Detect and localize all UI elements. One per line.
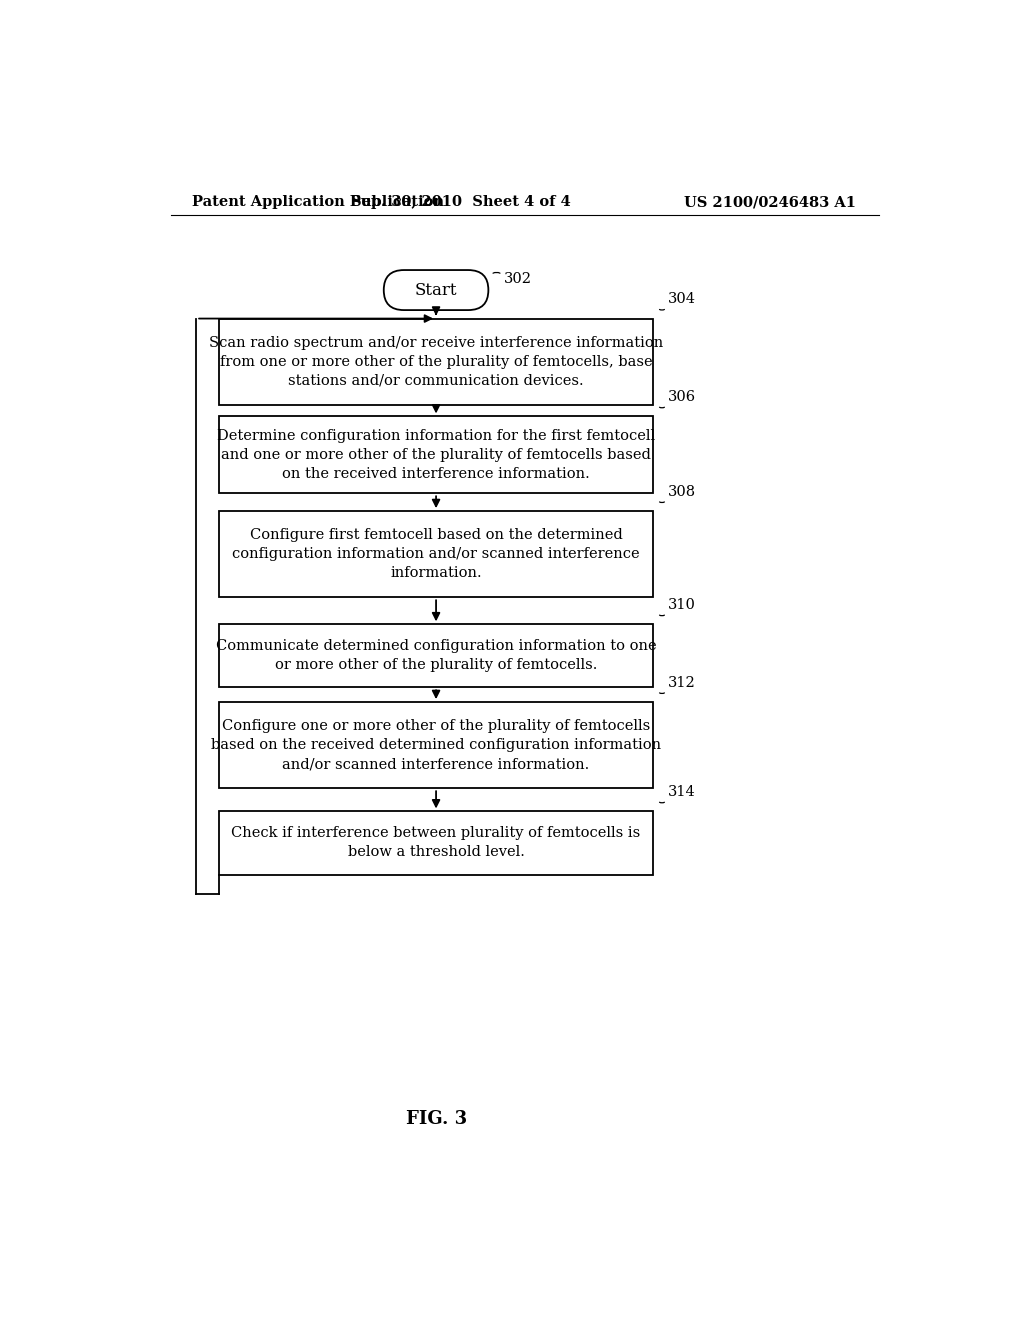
Text: Communicate determined configuration information to one
or more other of the plu: Communicate determined configuration inf… [216, 639, 656, 672]
Text: Scan radio spectrum and/or receive interference information
from one or more oth: Scan radio spectrum and/or receive inter… [209, 335, 664, 388]
Text: 308: 308 [669, 484, 696, 499]
Text: Determine configuration information for the first femtocell
and one or more othe: Determine configuration information for … [217, 429, 655, 480]
Text: Configure one or more other of the plurality of femtocells
based on the received: Configure one or more other of the plura… [211, 719, 662, 771]
Text: 310: 310 [669, 598, 696, 612]
Text: 312: 312 [669, 676, 696, 689]
FancyBboxPatch shape [384, 271, 488, 310]
Text: 304: 304 [669, 292, 696, 306]
Bar [219, 416, 652, 494]
Text: 306: 306 [669, 389, 696, 404]
Bar [219, 318, 652, 405]
Text: 302: 302 [504, 272, 531, 285]
Bar [219, 511, 652, 598]
Text: US 2100/0246483 A1: US 2100/0246483 A1 [684, 195, 856, 210]
Bar [219, 624, 652, 688]
Text: Configure first femtocell based on the determined
configuration information and/: Configure first femtocell based on the d… [232, 528, 640, 579]
Bar [219, 702, 652, 788]
Text: FIG. 3: FIG. 3 [406, 1110, 467, 1129]
Text: 314: 314 [669, 785, 696, 799]
Text: Start: Start [415, 281, 458, 298]
Text: Check if interference between plurality of femtocells is
below a threshold level: Check if interference between plurality … [231, 826, 641, 859]
Text: Sep. 30, 2010  Sheet 4 of 4: Sep. 30, 2010 Sheet 4 of 4 [351, 195, 571, 210]
Text: Patent Application Publication: Patent Application Publication [191, 195, 443, 210]
Bar [219, 812, 652, 875]
